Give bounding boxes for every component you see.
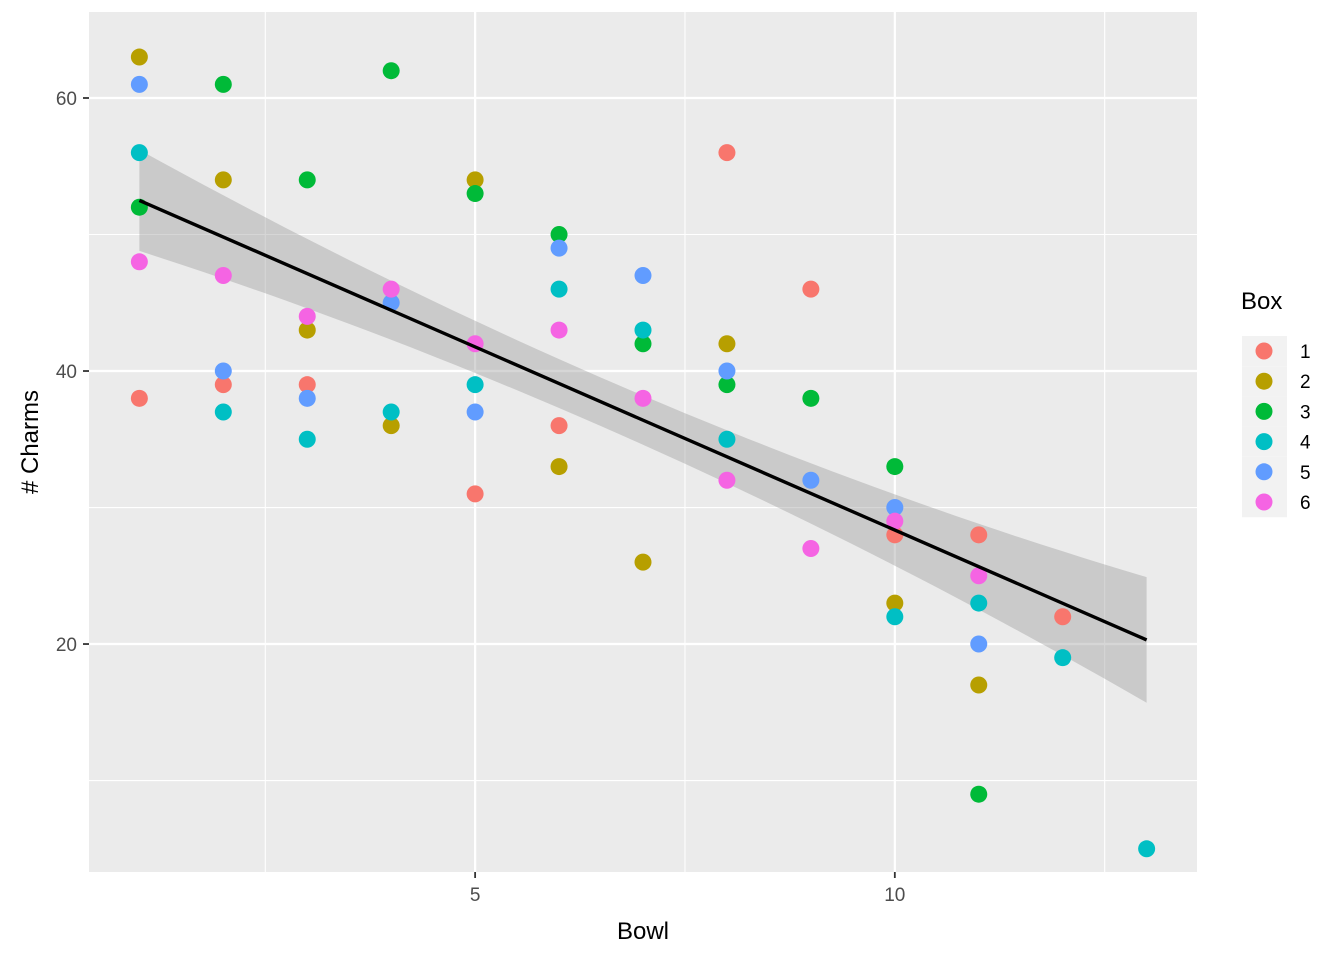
data-point-box-5 <box>718 362 736 380</box>
data-point-box-3 <box>466 185 484 203</box>
data-point-box-6 <box>298 307 316 325</box>
data-point-box-5 <box>970 635 988 653</box>
legend-label-box-5: 5 <box>1300 463 1311 484</box>
data-point-box-2 <box>634 553 652 571</box>
data-point-box-6 <box>886 512 904 530</box>
data-point-box-2 <box>550 458 568 476</box>
data-point-box-4 <box>1138 840 1156 858</box>
legend-title: Box <box>1241 288 1282 315</box>
data-point-box-1 <box>466 485 484 503</box>
data-points <box>130 48 1156 858</box>
data-point-box-2 <box>886 594 904 612</box>
legend: Box 1 2 3 4 5 6 <box>1241 288 1311 518</box>
data-point-box-3 <box>634 335 652 353</box>
data-point-box-1 <box>130 389 148 407</box>
y-tick-label: 40 <box>56 362 77 383</box>
x-axis-ticks: 5 10 <box>470 872 905 906</box>
legend-key-box-4 <box>1255 433 1273 451</box>
data-point-box-4 <box>550 280 568 298</box>
data-point-box-2 <box>466 171 484 189</box>
y-axis-title: # Charms <box>17 390 44 494</box>
data-point-box-4 <box>718 430 736 448</box>
data-point-box-5 <box>466 403 484 421</box>
data-point-box-6 <box>634 389 652 407</box>
data-point-box-3 <box>382 62 400 80</box>
data-point-box-5 <box>802 471 820 489</box>
data-point-box-5 <box>550 239 568 257</box>
data-point-box-3 <box>214 75 232 93</box>
legend-keys: 1 2 3 4 5 6 <box>1242 336 1311 518</box>
data-point-box-3 <box>970 785 988 803</box>
data-point-box-1 <box>718 144 736 162</box>
data-point-box-3 <box>550 226 568 244</box>
data-point-box-3 <box>802 389 820 407</box>
legend-key-box-6 <box>1255 493 1273 511</box>
minor-gridlines <box>89 12 1197 872</box>
data-point-box-4 <box>298 430 316 448</box>
x-tick-label: 10 <box>884 885 905 906</box>
major-gridlines <box>89 12 1197 872</box>
data-point-box-1 <box>1054 608 1072 626</box>
data-point-box-2 <box>382 417 400 435</box>
data-point-box-5 <box>634 266 652 284</box>
legend-label-box-4: 4 <box>1300 433 1311 454</box>
data-point-box-4 <box>634 321 652 339</box>
legend-key-box-3 <box>1255 402 1273 420</box>
y-tick-label: 20 <box>56 635 77 656</box>
y-tick-label: 60 <box>56 89 77 110</box>
data-point-box-3 <box>886 458 904 476</box>
legend-label-box-3: 3 <box>1300 402 1311 423</box>
legend-key-box-1 <box>1255 342 1273 360</box>
data-point-box-1 <box>550 417 568 435</box>
data-point-box-6 <box>718 471 736 489</box>
data-point-box-2 <box>214 171 232 189</box>
data-point-box-1 <box>298 376 316 394</box>
data-point-box-6 <box>130 253 148 271</box>
data-point-box-3 <box>298 171 316 189</box>
data-point-box-2 <box>970 676 988 694</box>
data-point-box-6 <box>550 321 568 339</box>
data-point-box-5 <box>298 389 316 407</box>
data-point-box-3 <box>718 376 736 394</box>
data-point-box-6 <box>382 280 400 298</box>
data-point-box-5 <box>130 75 148 93</box>
data-point-box-5 <box>886 499 904 517</box>
data-point-box-2 <box>298 321 316 339</box>
legend-label-box-6: 6 <box>1300 493 1311 514</box>
legend-label-box-1: 1 <box>1300 342 1311 363</box>
x-tick-label: 5 <box>470 885 481 906</box>
data-point-box-4 <box>1054 649 1072 667</box>
data-point-box-4 <box>466 376 484 394</box>
data-point-box-2 <box>718 335 736 353</box>
data-point-box-1 <box>970 526 988 544</box>
y-axis-ticks: 20 40 60 <box>56 89 89 656</box>
x-axis-title: Bowl <box>617 918 669 945</box>
data-point-box-1 <box>214 376 232 394</box>
data-point-box-6 <box>214 266 232 284</box>
data-point-box-4 <box>382 403 400 421</box>
legend-key-box-5 <box>1255 463 1273 481</box>
plot-panel <box>89 12 1197 872</box>
data-point-box-5 <box>214 362 232 380</box>
data-point-box-1 <box>802 280 820 298</box>
data-point-box-4 <box>970 594 988 612</box>
data-point-box-4 <box>214 403 232 421</box>
data-point-box-6 <box>802 539 820 557</box>
legend-key-box-2 <box>1255 372 1273 390</box>
regression-line <box>138 198 1148 642</box>
data-point-box-4 <box>886 608 904 626</box>
legend-label-box-2: 2 <box>1300 372 1311 393</box>
data-point-box-2 <box>130 48 148 66</box>
data-point-box-6 <box>970 567 988 585</box>
data-point-box-4 <box>130 144 148 162</box>
